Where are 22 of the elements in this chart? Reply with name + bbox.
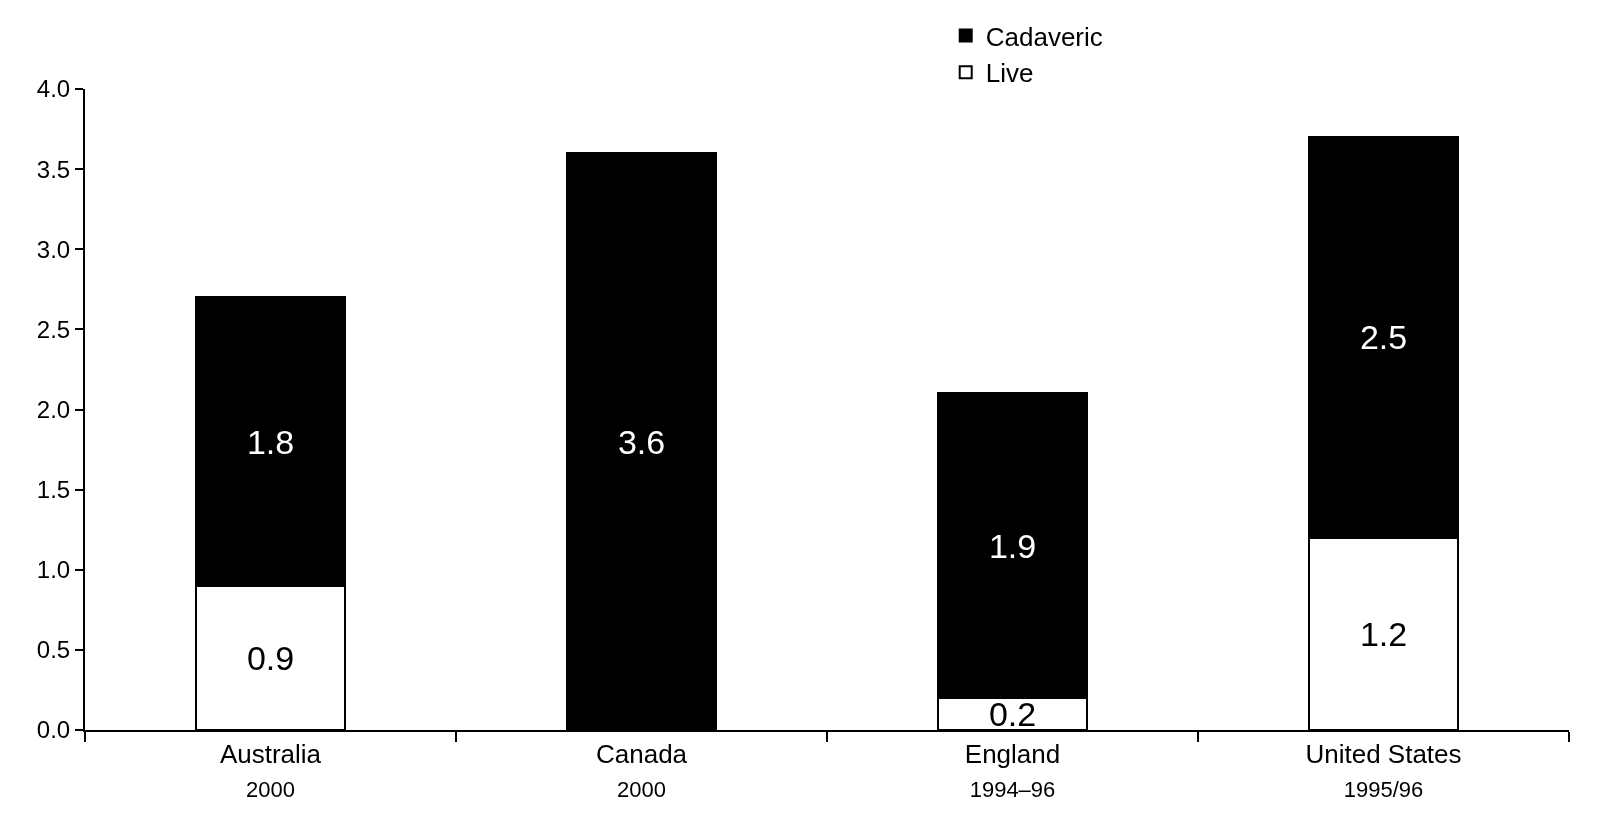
y-tick-label: 3.0	[36, 235, 71, 263]
y-tick-label: 1.5	[36, 476, 71, 504]
y-tick-label: 1.0	[36, 556, 71, 584]
y-tick-label: 2.0	[36, 395, 71, 423]
y-tick-label: 0.0	[36, 716, 71, 744]
legend-label: Live	[985, 58, 1034, 89]
x-tick-label: England 1994–96	[964, 739, 1061, 802]
data-label: 1.9	[988, 526, 1037, 565]
x-tick-label: Canada 2000	[595, 739, 688, 802]
x-tick-label: United States 1995/96	[1305, 739, 1462, 802]
y-tick-label: 3.5	[36, 155, 71, 183]
data-label: 1.2	[1359, 614, 1408, 653]
y-tick-label: 2.5	[36, 315, 71, 343]
x-tick-label: Australia 2000	[219, 739, 322, 802]
data-label: 0.9	[246, 638, 295, 677]
data-label: 2.5	[1359, 318, 1408, 357]
y-tick-label: 0.5	[36, 636, 71, 664]
legend-label: Cadaveric	[985, 21, 1103, 52]
data-label: 0.2	[988, 694, 1037, 733]
y-tick-label: 4.0	[36, 75, 71, 103]
data-label: 3.6	[617, 422, 666, 461]
data-label: 1.8	[246, 422, 295, 461]
